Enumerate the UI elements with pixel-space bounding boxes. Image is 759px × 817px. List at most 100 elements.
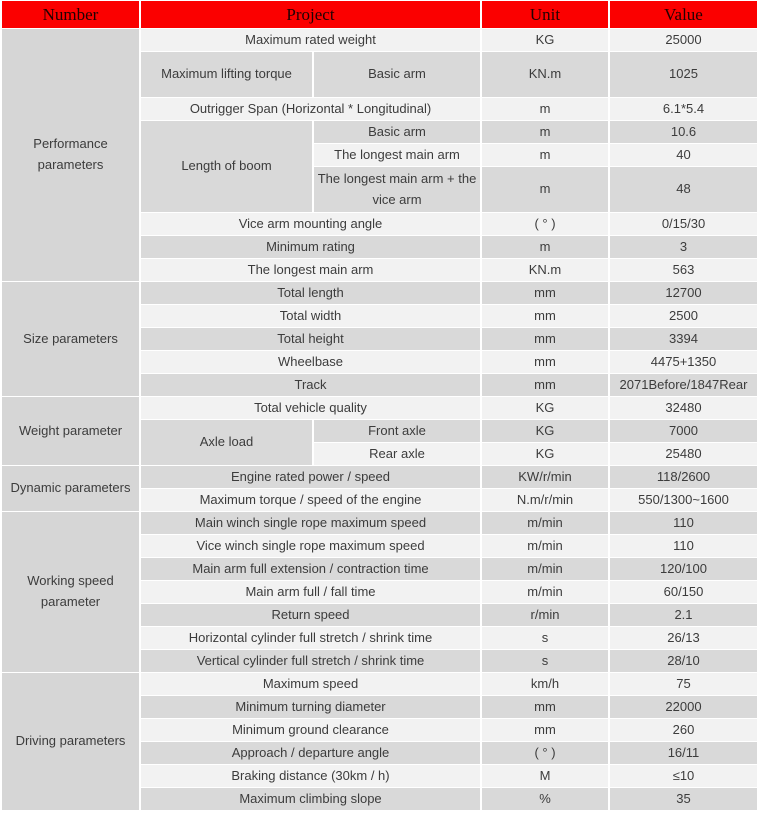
category-cell-driving-parameters: Driving parameters [2,673,139,810]
value-cell: 26/13 [610,627,757,649]
table-row: Rear axle KG 25480 [2,443,757,465]
project-cell: Minimum ground clearance [141,719,480,741]
header-number: Number [2,1,139,28]
project-cell: Vice arm mounting angle [141,213,480,235]
value-cell: 563 [610,259,757,281]
project-cell: Main arm full extension / contraction ti… [141,558,480,580]
table-row: Length of boom Basic arm m 10.6 [2,121,757,212]
value-cell: 1025 [610,52,757,97]
unit-cell: mm [482,374,608,396]
project-cell: Maximum rated weight [141,29,480,51]
project-cell: Maximum torque / speed of the engine [141,489,480,511]
value-cell: 3 [610,236,757,258]
table-row: Wheelbase mm 4475+1350 [2,351,757,373]
category-cell-dynamic-parameters: Dynamic parameters [2,466,139,511]
unit-cell: KW/r/min [482,466,608,488]
unit-cell: m [482,236,608,258]
project-cell: Braking distance (30km / h) [141,765,480,787]
unit-cell: M [482,765,608,787]
table-row: Size parameters Total length mm 12700 [2,282,757,396]
value-cell: 75 [610,673,757,695]
value-cell: 550/1300~1600 [610,489,757,511]
unit-cell: % [482,788,608,810]
value-cell: ≤10 [610,765,757,787]
unit-cell: m/min [482,512,608,534]
unit-cell: mm [482,351,608,373]
project-cell: Approach / departure angle [141,742,480,764]
unit-cell: m/min [482,558,608,580]
table-row: Main arm full / fall time m/min 60/150 [2,581,757,603]
table-row: Main arm full extension / contraction ti… [2,558,757,580]
table-row: Dynamic parameters Engine rated power / … [2,466,757,511]
unit-cell: KG [482,443,608,465]
table-row: Maximum lifting torque Basic arm KN.m 10… [2,52,757,97]
project-cell: Total width [141,305,480,327]
project-cell: Main arm full / fall time [141,581,480,603]
table-row: Weight parameter Total vehicle quality K… [2,397,757,465]
value-cell: 35 [610,788,757,810]
table-row: Minimum rating m 3 [2,236,757,258]
unit-cell: KG [482,397,608,419]
project-cell: Outrigger Span (Horizontal * Longitudina… [141,98,480,120]
value-cell: 2.1 [610,604,757,626]
value-cell: 12700 [610,282,757,304]
subproject-cell: Basic arm [314,52,480,97]
table-row: Braking distance (30km / h) M ≤10 [2,765,757,787]
project-cell: Total height [141,328,480,350]
subproject-cell: Front axle [314,420,480,442]
unit-cell: KN.m [482,259,608,281]
subproject-cell: The longest main arm [314,144,480,166]
project-cell: Total vehicle quality [141,397,480,419]
unit-cell: ( ° ) [482,742,608,764]
table-row: The longest main arm + the vice arm m 48 [2,167,757,212]
project-cell: Maximum speed [141,673,480,695]
table-row: Vice winch single rope maximum speed m/m… [2,535,757,557]
project-cell: Vertical cylinder full stretch / shrink … [141,650,480,672]
category-cell-working-speed-parameter: Working speed parameter [2,512,139,672]
table-row: Performance parameters Maximum rated wei… [2,29,757,281]
project-group-cell-axle-load: Axle load [141,420,312,465]
value-cell: 260 [610,719,757,741]
unit-cell: ( ° ) [482,213,608,235]
project-cell: Minimum turning diameter [141,696,480,718]
value-cell: 32480 [610,397,757,419]
value-cell: 2500 [610,305,757,327]
table-body: Performance parameters Maximum rated wei… [2,29,757,810]
value-cell: 3394 [610,328,757,350]
project-cell: Main winch single rope maximum speed [141,512,480,534]
value-cell: 25480 [610,443,757,465]
project-cell: Maximum climbing slope [141,788,480,810]
project-cell: Horizontal cylinder full stretch / shrin… [141,627,480,649]
value-cell: 4475+1350 [610,351,757,373]
value-cell: 25000 [610,29,757,51]
value-cell: 118/2600 [610,466,757,488]
unit-cell: KN.m [482,52,608,97]
unit-cell: s [482,627,608,649]
header-unit: Unit [482,1,608,28]
project-cell: Total length [141,282,480,304]
table-row: Driving parameters Maximum speed km/h 75 [2,673,757,810]
table-row: Minimum ground clearance mm 260 [2,719,757,741]
table-row: Axle load Front axle KG 7000 [2,420,757,465]
unit-cell: mm [482,282,608,304]
project-cell: Return speed [141,604,480,626]
unit-cell: m [482,98,608,120]
table-row: Return speed r/min 2.1 [2,604,757,626]
unit-cell: km/h [482,673,608,695]
unit-cell: mm [482,305,608,327]
project-group-cell-length-of-boom: Length of boom [141,121,312,212]
unit-cell: m [482,167,608,212]
table-row: Maximum torque / speed of the engine N.m… [2,489,757,511]
value-cell: 60/150 [610,581,757,603]
subproject-cell: The longest main arm + the vice arm [314,167,480,212]
value-cell: 40 [610,144,757,166]
project-cell: Engine rated power / speed [141,466,480,488]
table-header: Number Project Unit Value [2,1,757,28]
project-cell: Minimum rating [141,236,480,258]
value-cell: 2071Before/1847Rear [610,374,757,396]
table-row: Vertical cylinder full stretch / shrink … [2,650,757,672]
unit-cell: m [482,144,608,166]
unit-cell: KG [482,420,608,442]
project-cell: The longest main arm [141,259,480,281]
